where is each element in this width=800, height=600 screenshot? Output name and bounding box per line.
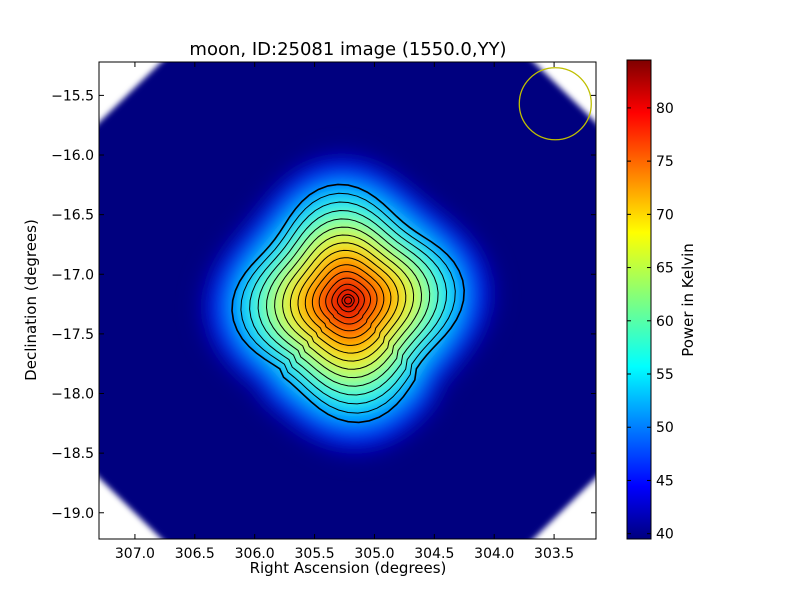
x-tick-label: 303.5 <box>534 546 574 562</box>
contour-line <box>257 209 439 396</box>
x-tick-label: 304.5 <box>414 546 454 562</box>
plot-area <box>99 62 596 539</box>
contour-lines <box>231 183 466 424</box>
x-axis-label: Right Ascension (degrees) <box>250 559 447 577</box>
y-tick-label: −19.0 <box>51 506 94 522</box>
colorbar-tick-label: 50 <box>656 420 674 436</box>
contour-line <box>282 234 415 370</box>
colorbar-tick-label: 65 <box>656 261 674 277</box>
masked-corner <box>99 477 162 539</box>
x-tick-label: 304.0 <box>474 546 514 562</box>
colorbar-label: Power in Kelvin <box>679 243 697 357</box>
y-tick-label: −17.0 <box>51 267 94 283</box>
contour-line <box>318 271 378 332</box>
beam-marker <box>518 67 592 141</box>
contour-line <box>249 201 448 405</box>
colorbar: 40 45 50 55 60 65 70 75 80 Power in Kelvin <box>626 59 697 543</box>
y-axis-label: Declination (degrees) <box>22 219 40 381</box>
contour-line <box>341 293 355 308</box>
contour-line <box>240 192 456 414</box>
colorbar-gradient <box>627 60 651 539</box>
contour-line <box>297 249 399 354</box>
masked-corner <box>533 477 596 539</box>
contour-line <box>231 183 466 424</box>
peak-marker <box>344 296 353 305</box>
colorbar-tick-label: 70 <box>656 207 674 223</box>
colorbar-tick-label: 55 <box>656 367 674 383</box>
contour-line <box>265 218 431 387</box>
y-tick-label: −16.0 <box>51 148 94 164</box>
colorbar-tick-label: 60 <box>656 314 674 330</box>
contour-line <box>336 289 360 313</box>
contour-line <box>325 277 371 325</box>
masked-corner <box>99 62 162 123</box>
colorbar-tick-label: 80 <box>656 101 674 117</box>
heatmap-image <box>199 152 497 457</box>
y-tick-label: −17.5 <box>51 327 94 343</box>
plot-frame <box>98 61 597 540</box>
beam-circle <box>518 67 592 141</box>
y-tick-label: −18.5 <box>51 446 94 462</box>
x-tick-label: 306.5 <box>175 546 215 562</box>
y-tick-label: −15.5 <box>51 88 94 104</box>
x-tick-label: 305.5 <box>295 546 335 562</box>
colorbar-frame <box>626 59 652 540</box>
x-tick-label: 305.0 <box>354 546 394 562</box>
colorbar-tick-label: 45 <box>656 473 674 489</box>
x-axis-ticks: 307.0 306.5 306.0 305.5 305.0 304.5 304.0 303.5 <box>115 62 574 562</box>
contour-line <box>331 283 365 319</box>
colorbar-ticks: 40 45 50 55 60 65 70 75 80 <box>627 101 674 543</box>
contour-line <box>274 226 423 379</box>
x-tick-label: 307.0 <box>115 546 155 562</box>
colorbar-tick-label: 40 <box>656 527 674 543</box>
heat-level <box>343 296 353 305</box>
x-tick-label: 306.0 <box>235 546 275 562</box>
contour-line <box>311 264 385 339</box>
y-tick-label: −16.5 <box>51 208 94 224</box>
colorbar-tick-label: 75 <box>656 154 674 170</box>
contour-line <box>304 257 392 346</box>
chart-title: moon, ID:25081 image (1550.0,YY) <box>189 39 506 60</box>
y-tick-label: −18.0 <box>51 387 94 403</box>
y-axis-ticks: −15.5 −16.0 −16.5 −17.0 −17.5 −18.0 −18.5 −19.0 <box>51 88 596 522</box>
contour-line <box>289 242 407 362</box>
